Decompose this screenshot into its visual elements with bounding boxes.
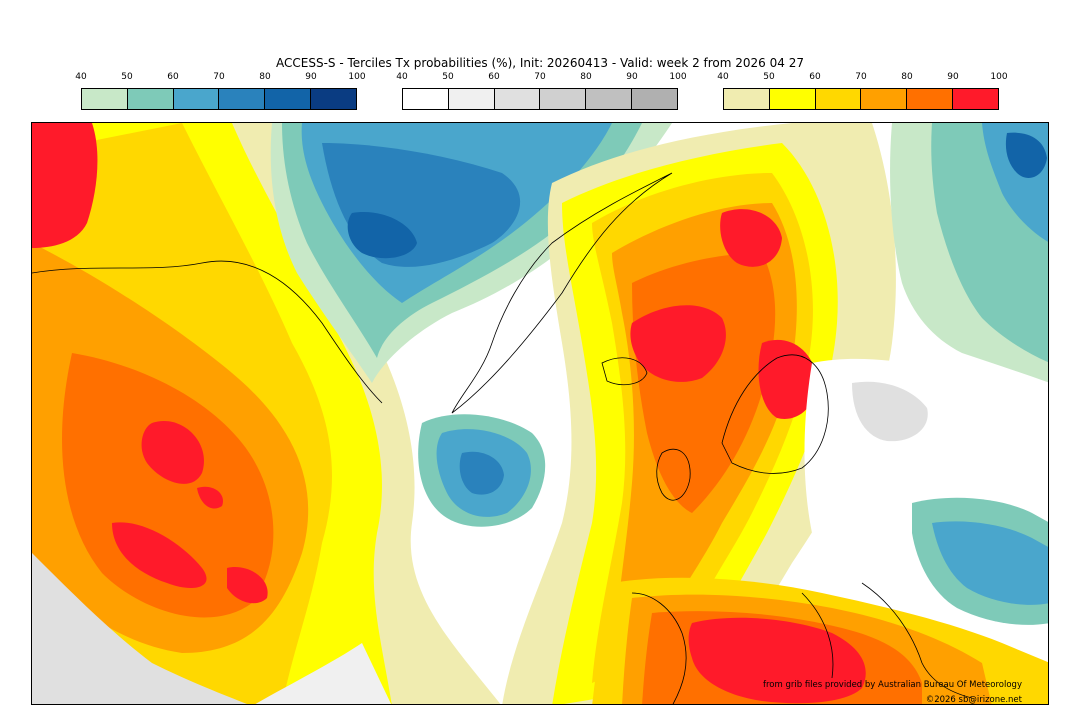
tick-label: 40 — [396, 72, 408, 82]
colorbar-above-normal — [723, 88, 999, 110]
normal-region-southwest-light — [255, 643, 392, 704]
hot-spot-north-america — [32, 123, 98, 248]
colorbar-below-normal — [81, 88, 357, 110]
hot-spot-west-3 — [227, 567, 268, 604]
hot-spot-norwegian-sea — [630, 305, 726, 382]
coastline-scandinavia — [721, 354, 829, 474]
tick-label: 60 — [809, 72, 821, 82]
tick-label: 60 — [488, 72, 500, 82]
colorbar-cell — [173, 89, 220, 109]
colorbar-cell — [540, 89, 587, 109]
cold-core-russia — [1005, 132, 1047, 178]
colorbar-cell — [265, 89, 312, 109]
tick-label: 90 — [626, 72, 638, 82]
coastline-iberia-africa — [631, 592, 687, 704]
hot-spot-mediterranean — [688, 617, 866, 704]
chart-title: ACCESS-S - Terciles Tx probabilities (%)… — [276, 56, 804, 70]
credit-source: from grib files provided by Australian B… — [763, 680, 1022, 690]
coastline-british-isles — [656, 448, 691, 501]
tick-label: 40 — [75, 72, 87, 82]
tick-label: 70 — [213, 72, 225, 82]
colorbar-cell — [127, 89, 174, 109]
probability-map: from grib files provided by Australian B… — [31, 122, 1049, 705]
colorbar-normal — [402, 88, 678, 110]
tick-label: 80 — [580, 72, 592, 82]
coastline-greenland — [451, 172, 673, 414]
colorbar-below-ticks: 40 50 60 70 80 90 100 — [75, 72, 365, 84]
normal-region-eastern-europe-grey — [852, 381, 928, 442]
credit-copyright: ©2026 sb@irizone.net — [926, 695, 1023, 705]
colorbar-cell — [448, 89, 495, 109]
colorbar-normal-ticks: 40 50 60 70 80 90 100 — [396, 72, 686, 84]
cold-core-central-atlantic — [459, 451, 504, 495]
colorbar-cell — [632, 89, 677, 109]
colorbar-cell — [815, 89, 862, 109]
colorbar-cell — [953, 89, 998, 109]
tick-label: 80 — [259, 72, 271, 82]
colorbar-cell — [724, 89, 770, 109]
colorbar-cell — [311, 89, 356, 109]
map-canvas: from grib files provided by Australian B… — [32, 123, 1048, 705]
tick-label: 80 — [901, 72, 913, 82]
colorbar-cell — [907, 89, 954, 109]
colorbar-cell — [861, 89, 908, 109]
hot-spot-west-2 — [112, 522, 207, 588]
cold-core-greenland — [347, 212, 417, 259]
hot-spot-scandinavia — [758, 339, 817, 419]
colorbar-cell — [219, 89, 266, 109]
tick-label: 100 — [348, 72, 366, 82]
coastline-north-america — [32, 260, 383, 404]
warm-region-west-darkorange — [62, 353, 274, 618]
colorbar-cell — [586, 89, 633, 109]
colorbar-cell — [494, 89, 541, 109]
colorbar-above-ticks: 40 50 60 70 80 90 100 — [717, 72, 1007, 84]
tick-label: 40 — [717, 72, 729, 82]
coastlines — [32, 172, 973, 704]
colorbar-cell — [403, 89, 449, 109]
coastline-iceland — [601, 357, 648, 386]
coastline-balkans — [861, 582, 973, 699]
tick-label: 70 — [855, 72, 867, 82]
colorbar-cell — [82, 89, 128, 109]
normal-region-southwest — [32, 553, 247, 704]
cold-region-east-mediterranean-blue — [932, 521, 1048, 605]
coastline-italy — [801, 592, 834, 679]
tick-label: 70 — [534, 72, 546, 82]
tick-label: 90 — [305, 72, 317, 82]
hot-spot-west-4 — [197, 486, 223, 509]
colorbar-cell — [769, 89, 816, 109]
hot-spot-west-1 — [141, 421, 204, 484]
tick-label: 60 — [167, 72, 179, 82]
hot-spot-barents — [720, 209, 782, 267]
tick-label: 90 — [947, 72, 959, 82]
tick-label: 100 — [669, 72, 687, 82]
tick-label: 50 — [121, 72, 133, 82]
tick-label: 50 — [442, 72, 454, 82]
tick-label: 100 — [990, 72, 1008, 82]
tick-label: 50 — [763, 72, 775, 82]
